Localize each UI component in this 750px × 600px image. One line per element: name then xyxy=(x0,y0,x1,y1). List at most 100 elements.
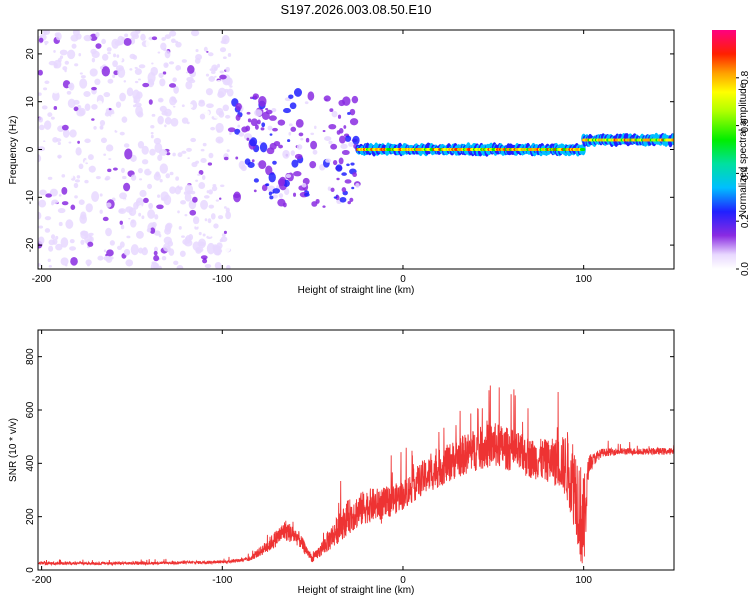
spectrogram-cell xyxy=(290,126,297,132)
spectrogram-cell xyxy=(126,87,134,97)
spectrogram-cell xyxy=(138,212,142,217)
spectrogram-cell xyxy=(119,241,125,248)
spectrogram-cell xyxy=(198,231,202,236)
spectrogram-cell xyxy=(215,136,224,144)
spectrogram-cell xyxy=(227,52,232,57)
spectrogram-cell xyxy=(203,195,210,199)
spectrogram-cell xyxy=(278,144,283,149)
spectrogram-cell xyxy=(129,68,133,71)
spectrogram-cell xyxy=(197,173,201,176)
spectrogram-cell xyxy=(182,239,189,245)
spectrogram-cell xyxy=(150,134,154,139)
spectrogram-cell xyxy=(102,216,109,222)
spectrogram-cell xyxy=(161,256,167,261)
spectrogram-cell xyxy=(258,95,267,107)
spectrogram-cell xyxy=(208,189,213,195)
spectrogram-cell xyxy=(181,59,187,63)
top-y-tick-label: 0 xyxy=(25,146,36,152)
spectrogram-cell xyxy=(337,114,342,119)
spectrogram-cell xyxy=(76,109,85,117)
bottom-y-tick-label: 400 xyxy=(25,455,36,472)
spectrogram-cell xyxy=(77,140,80,144)
spectrogram-cell xyxy=(172,152,176,157)
spectrogram-cell xyxy=(95,43,102,49)
spectrogram-cell xyxy=(169,83,177,88)
top-x-axis-label: Height of straight line (km) xyxy=(298,285,415,296)
spectrogram-cell xyxy=(149,227,156,234)
spectrogram-cell xyxy=(219,197,222,200)
spectrogram-cell xyxy=(55,235,59,240)
spectrogram-cell xyxy=(51,199,59,205)
spectrogram-cell xyxy=(160,137,166,145)
spectrogram-cell xyxy=(304,101,309,105)
spectrogram-cell xyxy=(65,219,74,229)
spectrogram-cell xyxy=(153,137,161,145)
spectrogram-cell xyxy=(100,137,107,144)
spectrogram-cell xyxy=(116,54,120,58)
spectrogram-cell xyxy=(204,263,212,269)
spectrogram-cell xyxy=(246,137,250,141)
spectrogram-cell xyxy=(177,185,180,189)
spectrogram-cell xyxy=(305,137,310,143)
spectrogram-cell xyxy=(123,248,131,256)
spectrogram-cell xyxy=(119,209,124,213)
spectrogram-cell xyxy=(193,181,200,187)
spectrogram-cell xyxy=(148,99,153,105)
spectrogram-cell xyxy=(171,38,176,43)
spectrogram-cell xyxy=(253,95,258,100)
spectrogram-cell xyxy=(52,91,60,102)
spectrogram-cell xyxy=(310,140,318,150)
spectrogram-cell xyxy=(206,190,210,194)
spectrogram-cell xyxy=(184,184,194,195)
spectrogram-cell xyxy=(349,108,356,116)
spectrogram-cell xyxy=(210,126,216,131)
spectrogram-cell xyxy=(214,261,222,269)
spectrogram-cell xyxy=(99,120,106,126)
spectrogram-cell xyxy=(198,238,207,249)
spectrogram-cell xyxy=(61,124,69,131)
spectrogram-cell xyxy=(192,216,200,225)
spectrogram-cell xyxy=(128,217,131,220)
spectrogram-cell xyxy=(90,48,97,55)
spectrogram-cell xyxy=(325,98,328,102)
spectrogram-cell xyxy=(341,150,350,156)
spectrogram-cell xyxy=(162,243,171,252)
spectrogram-cell xyxy=(42,48,47,52)
spectrogram-cell xyxy=(138,263,143,269)
spectrogram-cell xyxy=(72,30,80,37)
spectrogram-cell xyxy=(322,205,326,208)
spectrogram-cell xyxy=(84,158,93,168)
spectrogram-cell xyxy=(163,194,172,206)
spectrogram-cell xyxy=(168,248,175,256)
spectrogram-cell xyxy=(219,238,224,243)
spectrogram-cell xyxy=(200,199,209,210)
spectrogram-cell xyxy=(151,113,156,117)
spectrogram-cell xyxy=(329,108,334,112)
colorbar-ticks: 0.0 0.2 0.4 0.6 0.8 xyxy=(736,70,750,276)
spectrogram-cell xyxy=(159,163,168,174)
spectrogram-cell xyxy=(175,64,182,71)
bottom-y-tick-label: 200 xyxy=(25,508,36,525)
spectrogram-cell xyxy=(298,132,304,137)
spectrogram-cell xyxy=(309,161,317,169)
spectrogram-cell xyxy=(173,85,179,94)
spectrogram-cell xyxy=(258,141,262,144)
spectrogram-cell xyxy=(210,70,216,75)
spectrogram-cell xyxy=(95,32,100,38)
spectrogram-cell xyxy=(121,116,128,123)
spectrogram-cell xyxy=(260,127,265,131)
spectrogram-cell xyxy=(223,206,227,209)
spectrogram-cell xyxy=(106,202,112,208)
spectrogram-cell xyxy=(105,227,112,237)
spectrogram-cell xyxy=(115,65,124,72)
spectrogram-cell xyxy=(157,97,164,103)
spectrogram-cell xyxy=(151,36,158,41)
spectrogram-cell xyxy=(153,172,161,181)
spectrogram-cell xyxy=(134,80,139,84)
top-x-tick-label: -200 xyxy=(32,274,52,285)
spectrogram-cell xyxy=(47,258,51,263)
spectrogram-cell xyxy=(272,160,277,165)
spectrogram-cell xyxy=(107,78,114,84)
spectrogram-cell xyxy=(336,177,340,181)
spectrogram-cell xyxy=(58,155,61,159)
